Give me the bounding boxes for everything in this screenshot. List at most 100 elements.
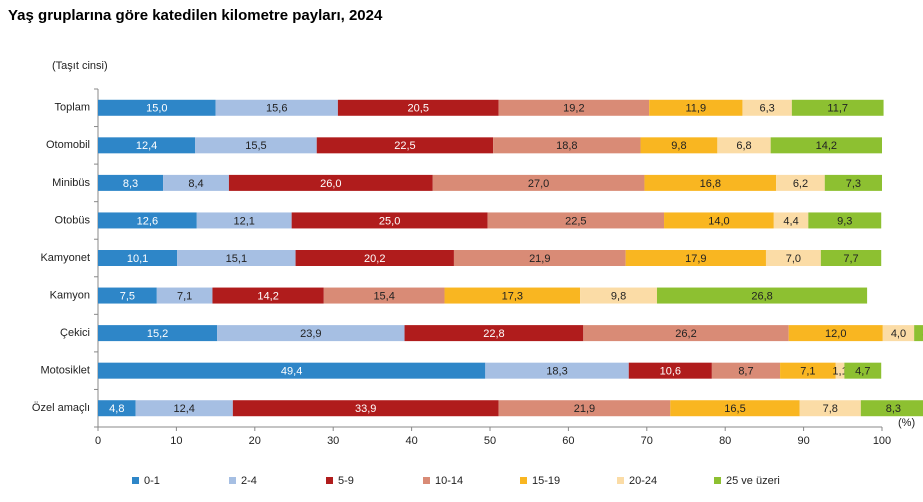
x-tick-label: 90 <box>797 435 809 447</box>
legend-swatch <box>520 477 527 484</box>
x-tick-label: 30 <box>327 435 339 447</box>
legend-label: 25 ve üzeri <box>726 475 780 487</box>
value-label: 6,8 <box>736 140 751 152</box>
value-label: 49,4 <box>281 366 302 378</box>
value-label: 4,4 <box>783 215 798 227</box>
value-label: 8,3 <box>123 178 138 190</box>
bar-segment <box>656 287 868 304</box>
bar-segment <box>98 362 486 379</box>
bar-segment <box>664 212 774 229</box>
value-label: 22,5 <box>394 140 415 152</box>
x-tick-label: 60 <box>562 435 574 447</box>
bar-segment <box>444 287 581 304</box>
bar-segment <box>215 99 338 116</box>
legend-swatch <box>423 477 430 484</box>
bar-segment <box>711 362 781 379</box>
bar-segment <box>882 325 915 342</box>
value-label: 1,1 <box>832 366 847 378</box>
value-label: 22,8 <box>483 328 504 340</box>
legend-label: 2-4 <box>241 475 257 487</box>
category-label: Kamyon <box>50 289 90 301</box>
value-label: 8,3 <box>886 403 901 415</box>
bar-segment <box>98 400 136 417</box>
x-tick-label: 100 <box>873 435 891 447</box>
value-label: 7,8 <box>823 403 838 415</box>
category-label: Otobüs <box>55 214 91 226</box>
bar-segment <box>914 325 923 342</box>
bar-segment <box>770 137 882 154</box>
value-label: 17,3 <box>502 290 523 302</box>
value-label: 11,9 <box>686 103 707 115</box>
value-label: 26,0 <box>320 178 341 190</box>
value-label: 16,5 <box>724 403 745 415</box>
legend-swatch <box>326 477 333 484</box>
value-label: 15,2 <box>147 328 168 340</box>
bar-segment <box>432 174 645 191</box>
category-label: Kamyonet <box>40 252 90 264</box>
bar-segment <box>453 250 626 266</box>
value-label: 17,9 <box>685 253 706 265</box>
bar-segment <box>295 250 454 266</box>
bar-segment <box>212 287 324 304</box>
value-label: 7,7 <box>843 253 858 265</box>
bar-segment <box>98 212 197 229</box>
value-label: 21,9 <box>529 253 550 265</box>
bar-segment <box>323 287 445 304</box>
bar-segment <box>228 174 433 191</box>
value-label: 26,2 <box>675 328 696 340</box>
bar-segment <box>135 400 233 417</box>
bar-segment <box>844 362 882 379</box>
category-label: Motosiklet <box>40 365 90 377</box>
value-label: 25,0 <box>379 215 400 227</box>
x-tick-label: 0 <box>95 435 101 447</box>
bar-segment <box>644 174 777 191</box>
x-tick-label: 50 <box>484 435 496 447</box>
category-label: Özel amaçlı <box>32 402 90 414</box>
value-label: 15,4 <box>373 290 394 302</box>
bar-segment <box>98 99 216 116</box>
bar-segment <box>498 99 650 116</box>
value-label: 7,0 <box>786 253 801 265</box>
value-label: 21,9 <box>574 403 595 415</box>
bar-segment <box>485 362 629 379</box>
value-label: 16,8 <box>700 178 721 190</box>
value-label: 15,6 <box>266 103 287 115</box>
value-label: 14,2 <box>816 140 837 152</box>
legend-label: 0-1 <box>144 475 160 487</box>
value-label: 6,2 <box>793 178 808 190</box>
bar-segment <box>98 287 157 304</box>
x-tick-label: 20 <box>249 435 261 447</box>
bar-segment <box>493 137 641 154</box>
bar-segment <box>791 99 884 116</box>
value-label: 7,3 <box>846 178 861 190</box>
bar-segment <box>776 174 825 191</box>
bar-segment <box>316 137 494 154</box>
bar-segment <box>163 174 229 191</box>
value-label: 27,0 <box>528 178 549 190</box>
bar-segment <box>291 212 488 229</box>
bar-segment <box>177 250 296 266</box>
bar-segment <box>580 287 657 304</box>
value-label: 4,7 <box>855 366 870 378</box>
value-label: 6,3 <box>759 103 774 115</box>
y-axis-label: (Taşıt cinsi) <box>52 60 108 72</box>
category-label: Toplam <box>55 102 90 114</box>
bar-segment <box>788 325 883 342</box>
value-label: 9,8 <box>671 140 686 152</box>
value-label: 15,5 <box>245 140 266 152</box>
bar-segment <box>742 99 792 116</box>
value-label: 20,2 <box>364 253 385 265</box>
value-label: 11,7 <box>827 103 848 115</box>
value-label: 12,1 <box>234 215 255 227</box>
bar-segment <box>337 99 499 116</box>
bar-segment <box>487 212 665 229</box>
value-label: 12,4 <box>136 140 157 152</box>
value-label: 14,0 <box>708 215 729 227</box>
value-label: 7,1 <box>177 290 192 302</box>
x-tick-label: 40 <box>405 435 417 447</box>
value-label: 14,2 <box>257 290 278 302</box>
value-label: 4,8 <box>109 403 124 415</box>
value-label: 8,4 <box>188 178 203 190</box>
value-label: 9,8 <box>611 290 626 302</box>
